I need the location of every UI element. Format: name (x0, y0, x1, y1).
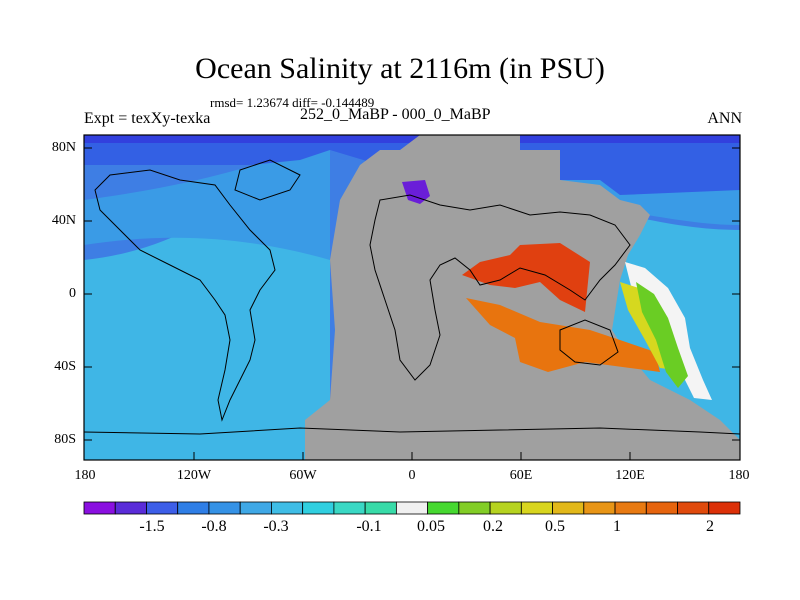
coastline (84, 159, 740, 435)
stats-text: rmsd= 1.23674 diff= -0.144489 (210, 95, 375, 110)
lat-tick-label: 80S (54, 432, 76, 447)
experiment-label: Expt = texXy-texka (84, 110, 211, 127)
colorbar-swatch (208, 501, 241, 515)
lon-tick-label: 120W (176, 468, 212, 483)
colorbar-swatch (333, 501, 366, 515)
colorbar-swatch (458, 501, 491, 515)
ocean-band-mid (84, 150, 330, 260)
colorbar-swatch (83, 501, 116, 515)
colorbar-swatch (271, 501, 304, 515)
positive-anomaly-patch (466, 298, 660, 372)
colorbar-swatch (708, 501, 741, 515)
comparison-label: 252_0_MaBP - 000_0_MaBP (300, 106, 491, 123)
lon-tick-label: 180 (74, 468, 96, 483)
season-label: ANN (707, 110, 742, 127)
colorbar-label: -0.8 (201, 518, 227, 535)
colorbar-swatch (239, 501, 272, 515)
colorbar-label: -0.1 (356, 518, 382, 535)
colorbar-swatch (427, 501, 460, 515)
colorbar-label: 0.2 (483, 518, 503, 535)
lon-tick-label: 60E (509, 468, 533, 483)
colorbar-label: 0.05 (417, 518, 445, 535)
colorbar-swatch (364, 501, 397, 515)
colorbar-swatch (146, 501, 179, 515)
colorbar-swatch (677, 501, 710, 515)
arctic-strip (84, 135, 740, 143)
map-title: Ocean Salinity at 2116m (in PSU) (195, 52, 605, 85)
lon-tick-label: 60W (289, 468, 317, 483)
colorbar-label: -1.5 (139, 518, 165, 535)
negative-anomaly-patch (402, 180, 430, 204)
lon-tick-label: 0 (408, 468, 416, 483)
lat-tick-label: 80N (51, 140, 76, 155)
colorbar-label: 2 (706, 518, 714, 535)
lat-tick-label: 40S (54, 359, 76, 374)
colorbar-label: -0.3 (263, 518, 289, 535)
lon-tick-label: 180 (728, 468, 750, 483)
lat-tick-label: 40N (51, 213, 76, 228)
colorbar-label: 0.5 (545, 518, 565, 535)
lon-tick-label: 120E (615, 468, 645, 483)
colorbar-swatch (395, 501, 429, 515)
arctic-ocean-field (84, 135, 740, 195)
colorbar-swatch (177, 501, 210, 515)
colorbar (83, 501, 741, 515)
colorbar-swatch (489, 501, 522, 515)
positive-anomaly-patch (636, 282, 688, 388)
colorbar-swatch (552, 501, 585, 515)
colorbar-swatch (114, 501, 147, 515)
map-field (84, 135, 740, 460)
colorbar-swatch (614, 501, 647, 515)
colorbar-label: 1 (613, 518, 621, 535)
colorbar-swatch (520, 501, 553, 515)
positive-anomaly-patch (462, 243, 590, 312)
lat-tick-label: 0 (69, 286, 76, 301)
colorbar-swatch (645, 501, 678, 515)
axis-ticks (84, 147, 740, 460)
colorbar-swatch (583, 501, 616, 515)
colorbar-swatch (302, 501, 335, 515)
